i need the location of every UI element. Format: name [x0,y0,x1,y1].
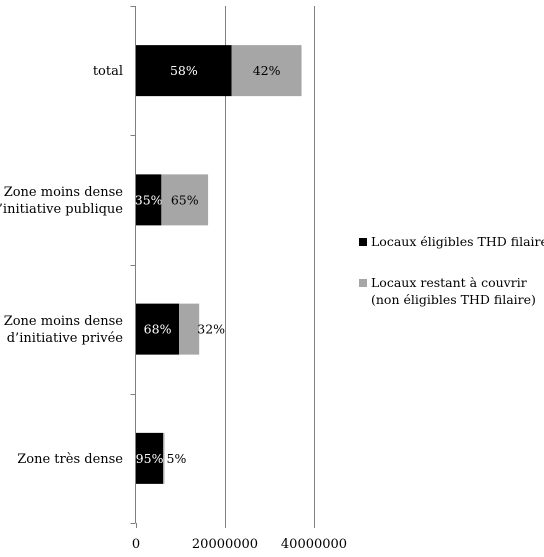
category-label: d’initiative publique [0,202,123,217]
x-tick-label: 20000000 [192,537,258,552]
x-tick-label: 0 [132,537,140,552]
legend-label: Locaux restant à couvrir [371,275,527,290]
category-label: total [93,64,123,79]
data-label: 68% [144,322,172,337]
bars: 58% 42% 35% 65% 68% 32% 95% 5% [135,45,302,484]
legend: Locaux éligibles THD filaire Locaux resta… [359,234,544,307]
legend-swatch [359,279,367,287]
data-label: 32% [197,322,225,337]
x-tick-label: 40000000 [281,537,347,552]
bar-segment [136,303,180,355]
data-label: 42% [253,63,281,78]
data-label: 35% [135,192,163,207]
data-label: 58% [170,63,198,78]
bar-segment [161,174,209,226]
category-label: Zone moins dense [4,314,124,329]
axes [130,6,315,528]
data-label: 95% [136,451,164,466]
bar-segment [231,45,302,97]
category-label: Zone très dense [17,452,123,467]
bar-segment [163,432,165,484]
bar-segment [136,174,162,226]
category-labels: total Zone moins dense d’initiative publiq… [0,64,123,467]
bar-segment [179,303,200,355]
legend-label: Locaux éligibles THD filaire [371,234,544,249]
data-label: 5% [167,451,187,466]
legend-swatch [359,238,367,246]
data-label: 65% [171,192,199,207]
category-label: d’initiative privée [7,331,124,346]
legend-label: (non éligibles THD filaire) [371,292,536,307]
bar-segment [136,432,164,484]
bar-segment [136,45,232,97]
category-label: Zone moins dense [4,185,124,200]
x-tick-labels: 0 20000000 40000000 [132,537,347,552]
